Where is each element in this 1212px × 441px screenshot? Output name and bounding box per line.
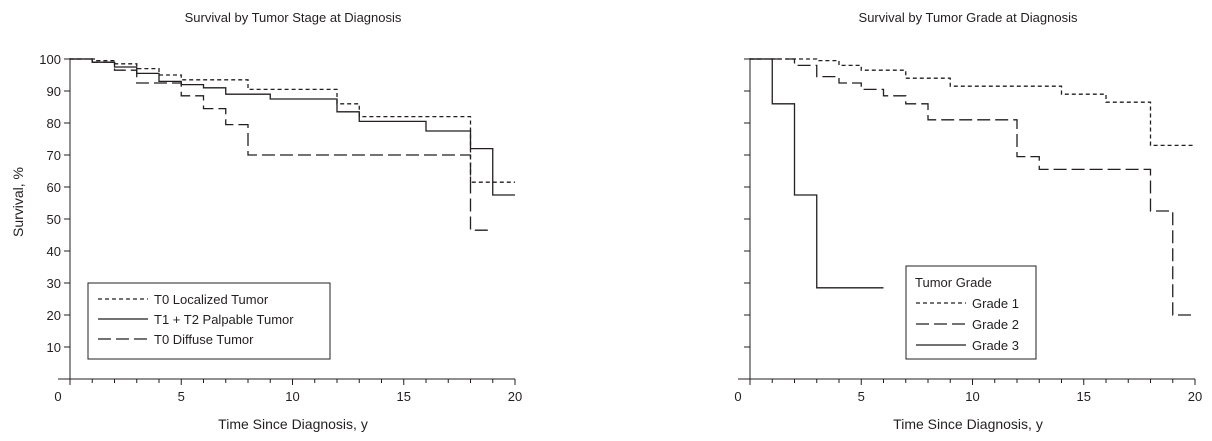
chart-grade: Survival by Tumor Grade at Diagnosis 0 5 1…	[734, 10, 1202, 432]
x-axis: 0 5 10 15 20	[54, 378, 522, 404]
y-tick-label: 50	[47, 212, 61, 227]
y-axis	[744, 58, 751, 379]
x-tick-label: 5	[178, 389, 185, 404]
y-tick-label: 80	[47, 116, 61, 131]
series-line	[70, 58, 515, 183]
x-tick-label: 10	[285, 389, 299, 404]
chart-title: Survival by Tumor Stage at Diagnosis	[185, 10, 402, 25]
series-line	[750, 58, 1195, 147]
y-tick-label: 90	[47, 84, 61, 99]
y-axis: 10 20 30 40 50 60 70 80 90 100	[39, 52, 71, 379]
chart-stage: Survival by Tumor Stage at Diagnosis 10 2…	[10, 10, 522, 432]
legend-label: Grade 1	[972, 296, 1019, 311]
series-line	[750, 58, 1195, 316]
y-axis-label: Survival, %	[10, 167, 26, 237]
x-tick-label: 20	[508, 389, 522, 404]
x-tick-label: 15	[397, 389, 411, 404]
y-tick-label: 60	[47, 180, 61, 195]
legend: Tumor Grade Grade 1 Grade 2 Grade 3	[905, 265, 1037, 360]
legend-label: T1 + T2 Palpable Tumor	[154, 312, 294, 327]
y-tick-label: 70	[47, 148, 61, 163]
series-line	[750, 58, 884, 289]
plot-area	[70, 58, 515, 231]
series-line	[70, 58, 493, 231]
legend-box	[905, 265, 1037, 360]
y-tick-label: 20	[47, 308, 61, 323]
legend-label: Grade 3	[972, 338, 1019, 353]
y-tick-label: 40	[47, 244, 61, 259]
x-tick-label: 20	[1188, 389, 1202, 404]
y-tick-label: 30	[47, 276, 61, 291]
x-axis-label: Time Since Diagnosis, y	[893, 416, 1043, 432]
x-tick-label: 15	[1077, 389, 1091, 404]
x-tick-label: 0	[734, 389, 741, 404]
x-tick-label: 0	[54, 389, 61, 404]
legend: T0 Localized Tumor T1 + T2 Palpable Tumor…	[87, 282, 331, 360]
legend-label: Grade 2	[972, 317, 1019, 332]
series-line	[70, 58, 515, 196]
y-tick-label: 10	[47, 340, 61, 355]
y-tick-label: 100	[39, 52, 61, 67]
legend-label: T0 Localized Tumor	[154, 292, 269, 307]
legend-box	[87, 282, 331, 360]
x-axis: 0 5 10 15 20	[734, 378, 1202, 404]
plot-area	[750, 58, 1195, 316]
x-tick-label: 10	[965, 389, 979, 404]
x-axis-label: Time Since Diagnosis, y	[218, 416, 368, 432]
x-tick-label: 5	[858, 389, 865, 404]
legend-label: T0 Diffuse Tumor	[154, 332, 254, 347]
legend-title: Tumor Grade	[915, 275, 992, 290]
chart-title: Survival by Tumor Grade at Diagnosis	[859, 10, 1078, 25]
